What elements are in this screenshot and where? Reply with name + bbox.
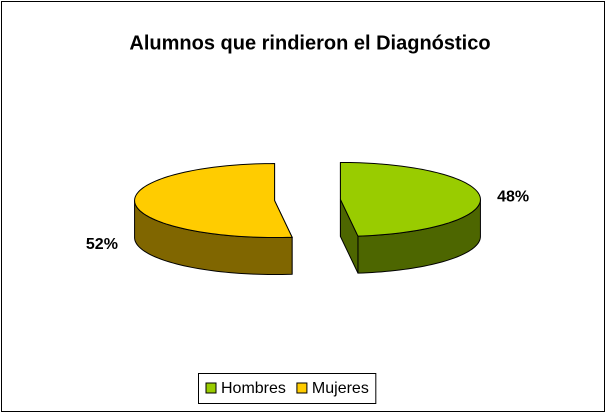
chart-title: Alumnos que rindieron el Diagnóstico [129,32,490,54]
legend-label: Hombres [221,380,286,397]
slice-top [339,161,481,237]
data-label: 48% [497,188,529,205]
pie-slice [339,161,481,274]
data-label: 52% [86,236,118,253]
legend-swatch [205,382,217,394]
legend: Hombres Mujeres [198,373,377,404]
legend-swatch [296,382,308,394]
slice-top [134,163,293,239]
legend-box [198,373,377,404]
legend-label: Mujeres [312,380,369,397]
pie-slice [134,163,293,276]
